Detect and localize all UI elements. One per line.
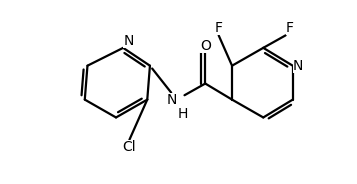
- Text: F: F: [286, 21, 293, 35]
- Text: N: N: [293, 59, 303, 73]
- Text: H: H: [178, 107, 188, 121]
- Text: N: N: [123, 34, 134, 48]
- Text: O: O: [200, 39, 211, 53]
- Text: Cl: Cl: [122, 140, 136, 154]
- Text: F: F: [215, 21, 223, 35]
- Text: N: N: [166, 93, 177, 107]
